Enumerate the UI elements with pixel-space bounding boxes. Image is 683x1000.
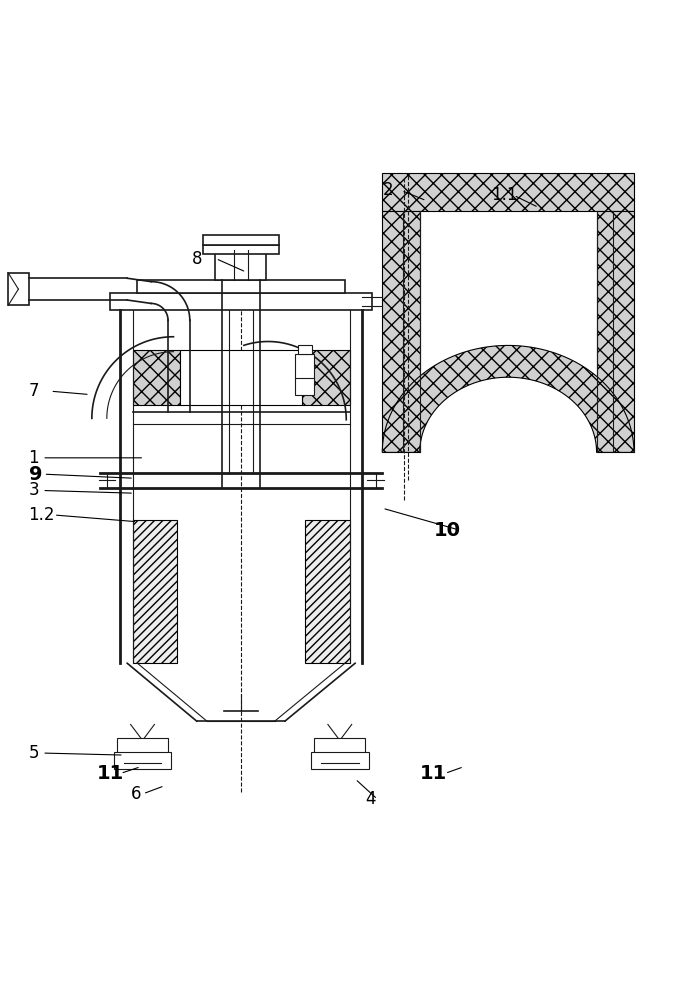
Polygon shape bbox=[382, 345, 634, 452]
Text: 7: 7 bbox=[29, 382, 39, 400]
Bar bbox=[113, 752, 171, 769]
Bar bbox=[314, 738, 365, 755]
Text: 11: 11 bbox=[420, 764, 447, 783]
Bar bbox=[215, 250, 266, 280]
Bar bbox=[295, 354, 314, 395]
Bar bbox=[117, 738, 168, 755]
Bar bbox=[110, 293, 372, 310]
Bar bbox=[133, 350, 180, 405]
Bar bbox=[133, 520, 177, 663]
Text: 1.2: 1.2 bbox=[29, 506, 55, 524]
Bar bbox=[203, 245, 279, 254]
Text: 6: 6 bbox=[130, 785, 141, 803]
Text: 5: 5 bbox=[29, 744, 39, 762]
Bar bbox=[180, 350, 302, 405]
Text: 1: 1 bbox=[29, 449, 39, 467]
Bar bbox=[596, 211, 634, 452]
Text: 8: 8 bbox=[192, 250, 202, 268]
Text: 10: 10 bbox=[433, 521, 460, 540]
Text: 2: 2 bbox=[382, 181, 393, 199]
Bar bbox=[305, 520, 350, 663]
Text: 4: 4 bbox=[365, 790, 376, 808]
Bar bbox=[302, 350, 350, 405]
Bar bbox=[382, 173, 634, 211]
Bar bbox=[203, 235, 279, 245]
Text: 9: 9 bbox=[29, 465, 42, 484]
Bar bbox=[311, 752, 369, 769]
Text: 11: 11 bbox=[96, 764, 124, 783]
Text: 3: 3 bbox=[29, 481, 39, 499]
Text: 1.1: 1.1 bbox=[491, 186, 518, 204]
Bar bbox=[298, 345, 311, 354]
Bar bbox=[382, 211, 420, 452]
Bar bbox=[8, 273, 29, 305]
Bar bbox=[137, 280, 345, 293]
